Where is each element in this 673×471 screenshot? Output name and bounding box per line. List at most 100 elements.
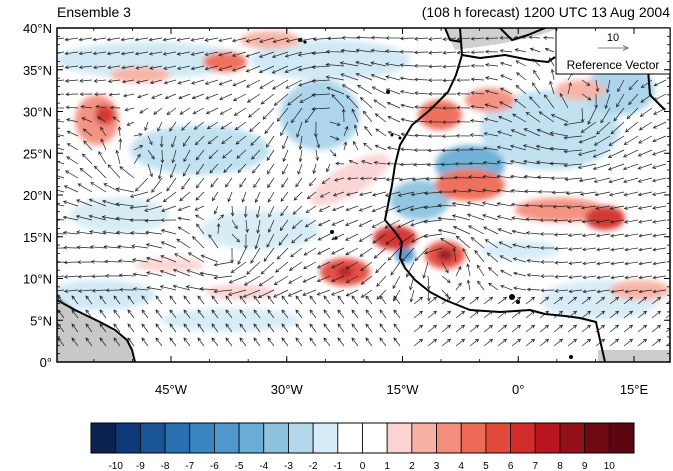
wind-vector — [637, 296, 647, 305]
wind-vector-head — [297, 52, 302, 57]
wind-vector-head — [312, 170, 317, 175]
wind-vector-head — [499, 35, 504, 40]
wind-vector — [400, 37, 415, 39]
wind-vector-head — [146, 286, 151, 290]
wind-vector — [309, 177, 317, 186]
colorbar-swatch — [460, 422, 487, 454]
wind-vector-head — [318, 222, 323, 227]
wind-vector-head — [340, 48, 345, 53]
wind-vector-head — [197, 337, 202, 342]
wind-vector-head — [295, 337, 300, 342]
wind-vector — [225, 309, 233, 319]
wind-vector — [510, 175, 527, 179]
wind-vector — [400, 163, 415, 165]
wind-vector — [281, 295, 289, 305]
wind-vector — [483, 296, 493, 305]
wind-vector-head — [287, 293, 292, 297]
wind-vector-head — [523, 128, 528, 132]
wind-vector-head — [205, 110, 211, 115]
wind-vector — [356, 73, 373, 81]
wind-vector-head — [359, 176, 364, 181]
wind-vector — [82, 153, 93, 165]
wind-vector — [333, 191, 345, 196]
wind-vector — [400, 77, 415, 81]
wind-vector-head — [384, 225, 389, 229]
wind-vector — [375, 113, 387, 123]
colorbar-swatch — [436, 422, 462, 454]
wind-vector — [260, 93, 275, 105]
wind-vector-head — [313, 133, 318, 138]
wind-vector — [500, 50, 513, 53]
wind-vector-head — [428, 37, 433, 41]
wind-vector-head — [482, 146, 488, 151]
wind-vector — [186, 269, 205, 277]
wind-vector-head — [183, 309, 188, 314]
colorbar-swatch — [312, 422, 339, 454]
wind-vector-head — [124, 107, 129, 112]
wind-vector — [372, 191, 387, 196]
wind-vector-head — [399, 89, 405, 94]
wind-vector-head — [550, 68, 555, 73]
wind-vector — [285, 51, 303, 57]
wind-vector — [409, 275, 415, 290]
wind-vector — [286, 37, 303, 42]
wind-vector — [554, 261, 569, 264]
wind-vector-head — [387, 116, 392, 120]
wind-vector-head — [95, 104, 100, 109]
wind-vector — [77, 246, 93, 249]
wind-vector — [511, 338, 521, 347]
wind-vector — [274, 275, 289, 285]
wind-vector-head — [290, 253, 295, 258]
wind-vector — [497, 203, 513, 207]
wind-vector-head — [148, 37, 153, 42]
wind-vector — [90, 246, 107, 249]
wind-vector-head — [503, 310, 508, 315]
wind-vector-head — [528, 35, 533, 40]
wind-vector — [65, 51, 79, 55]
wind-vector — [637, 338, 647, 347]
wind-vector — [66, 106, 79, 109]
wind-vector — [455, 282, 462, 291]
wind-vector — [539, 296, 549, 305]
lat-tick-label: 35°N — [23, 63, 52, 78]
wind-vector — [217, 223, 220, 235]
wind-vector-head — [148, 51, 153, 56]
wind-vector — [471, 37, 485, 40]
wind-vector — [457, 51, 471, 54]
wind-vector — [638, 205, 653, 209]
wind-vector — [220, 121, 233, 130]
wind-vector-head — [194, 207, 199, 211]
wind-vector — [119, 138, 121, 151]
wind-vector — [231, 233, 240, 243]
wind-vector — [582, 247, 597, 251]
wind-vector-head — [370, 48, 375, 53]
wind-vector — [260, 261, 275, 275]
wind-vector-head — [400, 132, 405, 137]
wind-vector — [272, 65, 289, 74]
wind-vector-head — [601, 324, 606, 329]
wind-vector — [246, 51, 261, 57]
wind-vector — [169, 309, 177, 319]
wind-vector — [413, 310, 423, 319]
wind-vector-head — [545, 338, 550, 343]
wind-vector — [347, 177, 359, 180]
wind-vector-head — [80, 104, 85, 109]
wind-vector-head — [567, 219, 572, 224]
wind-vector-head — [445, 269, 449, 274]
wind-vector-head — [235, 140, 240, 145]
wind-vector-head — [466, 201, 471, 205]
wind-vector-head — [653, 82, 658, 87]
wind-vector — [456, 235, 471, 249]
wind-vector — [513, 258, 527, 263]
wind-vector — [414, 135, 429, 137]
wind-vector — [211, 295, 219, 305]
wind-vector-head — [385, 177, 390, 182]
wind-vector — [273, 289, 289, 298]
wind-vector — [326, 76, 345, 81]
wind-vector-head — [149, 173, 153, 178]
wind-vector-head — [213, 289, 218, 294]
wind-vector-head — [419, 338, 424, 343]
wind-vector — [638, 219, 653, 223]
wind-vector — [539, 338, 549, 347]
wind-vector-head — [638, 275, 643, 280]
